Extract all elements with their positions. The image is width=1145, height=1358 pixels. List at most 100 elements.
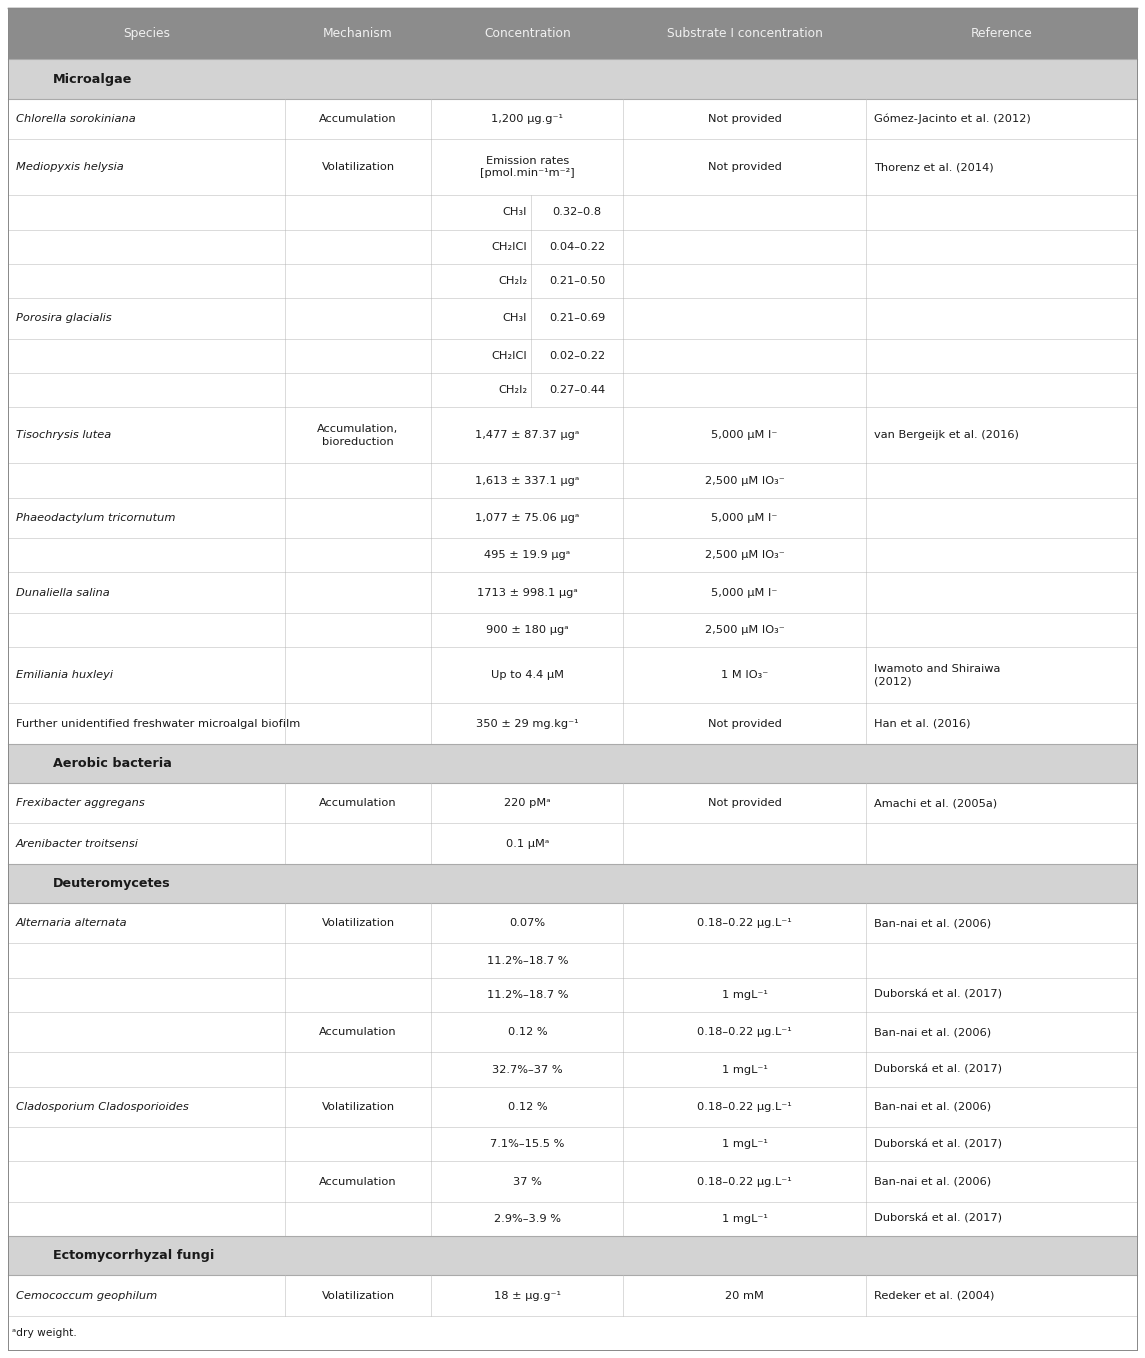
Text: CH₂I₂: CH₂I₂ — [498, 386, 527, 395]
Bar — [8, 1012, 1137, 1052]
Bar — [8, 263, 1137, 299]
Text: Further unidentified freshwater microalgal biofilm: Further unidentified freshwater microalg… — [16, 718, 300, 729]
Bar — [8, 903, 1137, 944]
Bar — [8, 463, 1137, 498]
Bar — [8, 498, 1137, 538]
Bar — [8, 60, 1137, 99]
Text: 5,000 μM I⁻: 5,000 μM I⁻ — [711, 430, 777, 440]
Text: 2,500 μM IO₃⁻: 2,500 μM IO₃⁻ — [705, 475, 784, 486]
Text: Mechanism: Mechanism — [323, 27, 393, 41]
Bar — [8, 99, 1137, 139]
Text: Volatilization: Volatilization — [322, 162, 395, 172]
Text: Cladosporium Cladosporioides: Cladosporium Cladosporioides — [16, 1101, 189, 1112]
Bar — [8, 373, 1137, 407]
Text: Amachi et al. (2005a): Amachi et al. (2005a) — [874, 799, 997, 808]
Text: Accumulation: Accumulation — [319, 114, 397, 124]
Text: Alternaria alternata: Alternaria alternata — [16, 918, 127, 929]
Text: CH₃I: CH₃I — [503, 314, 527, 323]
Text: 1 M IO₃⁻: 1 M IO₃⁻ — [721, 671, 768, 680]
Text: 0.07%: 0.07% — [510, 918, 545, 929]
Text: CH₂ICl: CH₂ICl — [491, 350, 527, 361]
Text: Frexibacter aggregans: Frexibacter aggregans — [16, 799, 144, 808]
Text: Chlorella sorokiniana: Chlorella sorokiniana — [16, 114, 136, 124]
Text: 0.18–0.22 μg.L⁻¹: 0.18–0.22 μg.L⁻¹ — [697, 1101, 792, 1112]
Bar — [8, 648, 1137, 703]
Bar — [8, 1086, 1137, 1127]
Text: 2.9%–3.9 %: 2.9%–3.9 % — [493, 1214, 561, 1224]
Text: Reference: Reference — [971, 27, 1033, 41]
Text: Ban-nai et al. (2006): Ban-nai et al. (2006) — [874, 918, 992, 929]
Bar — [8, 1236, 1137, 1275]
Bar — [8, 8, 1137, 60]
Text: Concentration: Concentration — [484, 27, 570, 41]
Text: 0.27–0.44: 0.27–0.44 — [550, 386, 606, 395]
Bar — [8, 573, 1137, 612]
Bar — [8, 978, 1137, 1012]
Text: 2,500 μM IO₃⁻: 2,500 μM IO₃⁻ — [705, 550, 784, 561]
Text: Volatilization: Volatilization — [322, 918, 395, 929]
Text: 0.1 μMᵃ: 0.1 μMᵃ — [506, 839, 548, 849]
Text: Ectomycorrhyzal fungi: Ectomycorrhyzal fungi — [53, 1249, 214, 1262]
Bar — [8, 1161, 1137, 1202]
Text: Duborská et al. (2017): Duborská et al. (2017) — [874, 1065, 1002, 1074]
Text: van Bergeijk et al. (2016): van Bergeijk et al. (2016) — [874, 430, 1019, 440]
Text: 495 ± 19.9 μgᵃ: 495 ± 19.9 μgᵃ — [484, 550, 570, 561]
Text: Duborská et al. (2017): Duborská et al. (2017) — [874, 990, 1002, 999]
Text: Tisochrysis lutea: Tisochrysis lutea — [16, 430, 111, 440]
Text: Duborská et al. (2017): Duborská et al. (2017) — [874, 1139, 1002, 1149]
Text: 900 ± 180 μgᵃ: 900 ± 180 μgᵃ — [485, 625, 569, 636]
Text: ᵃdry weight.: ᵃdry weight. — [11, 1328, 77, 1338]
Bar — [8, 1316, 1137, 1350]
Text: Emission rates
[pmol.min⁻¹m⁻²]: Emission rates [pmol.min⁻¹m⁻²] — [480, 156, 575, 178]
Text: 220 pMᵃ: 220 pMᵃ — [504, 799, 551, 808]
Text: Han et al. (2016): Han et al. (2016) — [874, 718, 971, 729]
Text: 0.32–0.8: 0.32–0.8 — [553, 208, 602, 217]
Text: Up to 4.4 μM: Up to 4.4 μM — [491, 671, 563, 680]
Text: 20 mM: 20 mM — [725, 1290, 764, 1301]
Text: Iwamoto and Shiraiwa
(2012): Iwamoto and Shiraiwa (2012) — [874, 664, 1001, 687]
Bar — [8, 823, 1137, 864]
Bar — [8, 744, 1137, 784]
Text: Arenibacter troitsensi: Arenibacter troitsensi — [16, 839, 139, 849]
Bar — [8, 338, 1137, 373]
Text: 1 mgL⁻¹: 1 mgL⁻¹ — [721, 1065, 767, 1074]
Text: 7.1%–15.5 %: 7.1%–15.5 % — [490, 1139, 564, 1149]
Text: Not provided: Not provided — [708, 799, 782, 808]
Text: CH₃I: CH₃I — [503, 208, 527, 217]
Text: 1,077 ± 75.06 μgᵃ: 1,077 ± 75.06 μgᵃ — [475, 513, 579, 523]
Text: 1713 ± 998.1 μgᵃ: 1713 ± 998.1 μgᵃ — [477, 588, 578, 598]
Text: Dunaliella salina: Dunaliella salina — [16, 588, 110, 598]
Text: 1,200 μg.g⁻¹: 1,200 μg.g⁻¹ — [491, 114, 563, 124]
Text: Volatilization: Volatilization — [322, 1101, 395, 1112]
Text: Duborská et al. (2017): Duborská et al. (2017) — [874, 1214, 1002, 1224]
Text: 11.2%–18.7 %: 11.2%–18.7 % — [487, 990, 568, 999]
Text: 0.12 %: 0.12 % — [507, 1101, 547, 1112]
Text: 1 mgL⁻¹: 1 mgL⁻¹ — [721, 1139, 767, 1149]
Text: Gómez-Jacinto et al. (2012): Gómez-Jacinto et al. (2012) — [874, 114, 1030, 124]
Text: Redeker et al. (2004): Redeker et al. (2004) — [874, 1290, 994, 1301]
Text: Accumulation: Accumulation — [319, 1027, 397, 1038]
Text: Mediopyxis helysia: Mediopyxis helysia — [16, 162, 124, 172]
Text: CH₂ICl: CH₂ICl — [491, 242, 527, 251]
Bar — [8, 784, 1137, 823]
Bar — [8, 864, 1137, 903]
Text: Accumulation: Accumulation — [319, 1176, 397, 1187]
Text: Phaeodactylum tricornutum: Phaeodactylum tricornutum — [16, 513, 175, 523]
Bar — [8, 1052, 1137, 1086]
Bar — [8, 1275, 1137, 1316]
Text: Thorenz et al. (2014): Thorenz et al. (2014) — [874, 162, 994, 172]
Text: Not provided: Not provided — [708, 114, 782, 124]
Bar — [8, 944, 1137, 978]
Text: Accumulation,
bioreduction: Accumulation, bioreduction — [317, 424, 398, 447]
Text: Volatilization: Volatilization — [322, 1290, 395, 1301]
Text: 1 mgL⁻¹: 1 mgL⁻¹ — [721, 1214, 767, 1224]
Text: 0.18–0.22 μg.L⁻¹: 0.18–0.22 μg.L⁻¹ — [697, 1176, 792, 1187]
Text: 32.7%–37 %: 32.7%–37 % — [492, 1065, 562, 1074]
Text: CH₂I₂: CH₂I₂ — [498, 276, 527, 287]
Bar — [8, 1127, 1137, 1161]
Bar — [8, 196, 1137, 230]
Text: Microalgae: Microalgae — [53, 72, 133, 86]
Text: 18 ± μg.g⁻¹: 18 ± μg.g⁻¹ — [493, 1290, 561, 1301]
Text: 37 %: 37 % — [513, 1176, 542, 1187]
Text: 0.18–0.22 μg.L⁻¹: 0.18–0.22 μg.L⁻¹ — [697, 918, 792, 929]
